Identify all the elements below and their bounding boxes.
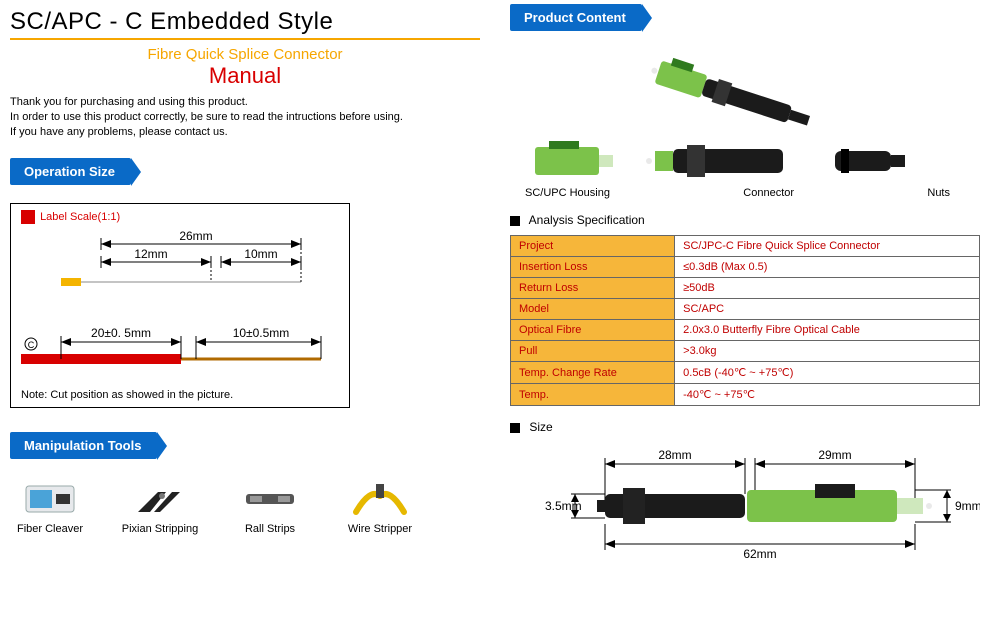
manual-heading: Manual xyxy=(10,63,480,89)
tool-item: Fiber Cleaver xyxy=(10,477,90,535)
spec-heading: Analysis Specification xyxy=(510,213,980,227)
size-9: 9mm xyxy=(955,499,980,513)
tool-item: Pixian Stripping xyxy=(120,477,200,535)
spec-key: Insertion Loss xyxy=(511,257,675,278)
intro-text: Thank you for purchasing and using this … xyxy=(10,95,480,140)
tool-item: Rall Strips xyxy=(230,477,310,535)
spec-key: Pull xyxy=(511,341,675,362)
bullet-icon xyxy=(510,423,520,433)
spec-key: Optical Fibre xyxy=(511,320,675,341)
size-heading: Size xyxy=(510,420,980,434)
scale-swatch xyxy=(21,210,35,224)
opsize-svg: 26mm 12mm 10mm xyxy=(21,224,341,384)
intro-line: Thank you for purchasing and using this … xyxy=(10,95,480,110)
section-product-content: Product Content xyxy=(510,4,642,31)
spec-value: SC/JPC-C Fibre Quick Splice Connector xyxy=(675,236,980,257)
pixian-stripping-icon xyxy=(125,477,195,519)
tool-label: Rall Strips xyxy=(230,523,310,535)
spec-key: Project xyxy=(511,236,675,257)
operation-size-diagram: Label Scale(1:1) 26mm 12mm xyxy=(10,203,350,408)
spec-table: ProjectSC/JPC-C Fibre Quick Splice Conne… xyxy=(510,235,980,406)
spec-value: ≤0.3dB (Max 0.5) xyxy=(675,257,980,278)
intro-line: In order to use this product correctly, … xyxy=(10,110,480,125)
size-62: 62mm xyxy=(743,547,776,561)
spec-key: Model xyxy=(511,299,675,320)
table-row: Insertion Loss≤0.3dB (Max 0.5) xyxy=(511,257,980,278)
table-row: Temp. Change Rate0.5cB (-40℃ ~ +75℃) xyxy=(511,362,980,384)
table-row: Pull>3.0kg xyxy=(511,341,980,362)
label-scale: Label Scale(1:1) xyxy=(40,210,120,222)
page-title: SC/APC - C Embedded Style xyxy=(10,8,480,36)
spec-value: 0.5cB (-40℃ ~ +75℃) xyxy=(675,362,980,384)
dim-26: 26mm xyxy=(179,229,212,243)
size-3-5: 3.5mm xyxy=(545,499,582,513)
table-row: ModelSC/APC xyxy=(511,299,980,320)
table-row: Return Loss≥50dB xyxy=(511,278,980,299)
spec-value: SC/APC xyxy=(675,299,980,320)
spec-value: 2.0x3.0 Butterfly Fibre Optical Cable xyxy=(675,320,980,341)
rall-strips-icon xyxy=(235,477,305,519)
size-29: 29mm xyxy=(818,448,851,462)
product-content-figure xyxy=(510,41,980,191)
table-row: ProjectSC/JPC-C Fibre Quick Splice Conne… xyxy=(511,236,980,257)
tool-item: Wire Stripper xyxy=(340,477,420,535)
table-row: Temp.-40℃ ~ +75℃ xyxy=(511,384,980,406)
tools-row: Fiber Cleaver Pixian Stripping Rall Stri… xyxy=(10,477,480,535)
subtitle: Fibre Quick Splice Connector xyxy=(10,46,480,63)
tool-label: Pixian Stripping xyxy=(120,523,200,535)
bullet-icon xyxy=(510,216,520,226)
size-diagram: 28mm 29mm xyxy=(510,444,980,564)
spec-value: ≥50dB xyxy=(675,278,980,299)
dim-12: 12mm xyxy=(134,247,167,261)
spec-key: Temp. Change Rate xyxy=(511,362,675,384)
spec-heading-text: Analysis Specification xyxy=(529,213,645,227)
section-operation-size: Operation Size xyxy=(10,158,131,185)
title-rule xyxy=(10,38,480,40)
spec-key: Return Loss xyxy=(511,278,675,299)
intro-line: If you have any problems, please contact… xyxy=(10,125,480,140)
tool-label: Wire Stripper xyxy=(340,523,420,535)
fiber-cleaver-icon xyxy=(15,477,85,519)
size-heading-text: Size xyxy=(529,420,552,434)
spec-value: -40℃ ~ +75℃ xyxy=(675,384,980,406)
dim-10p: 10±0.5mm xyxy=(233,326,290,340)
dim-10: 10mm xyxy=(244,247,277,261)
opsize-note: Note: Cut position as showed in the pict… xyxy=(21,389,339,401)
spec-value: >3.0kg xyxy=(675,341,980,362)
dim-20p: 20±0. 5mm xyxy=(91,326,151,340)
table-row: Optical Fibre2.0x3.0 Butterfly Fibre Opt… xyxy=(511,320,980,341)
size-28: 28mm xyxy=(658,448,691,462)
wire-stripper-icon xyxy=(345,477,415,519)
section-tools: Manipulation Tools xyxy=(10,432,157,459)
spec-key: Temp. xyxy=(511,384,675,406)
svg-text:C: C xyxy=(28,340,35,350)
tool-label: Fiber Cleaver xyxy=(10,523,90,535)
